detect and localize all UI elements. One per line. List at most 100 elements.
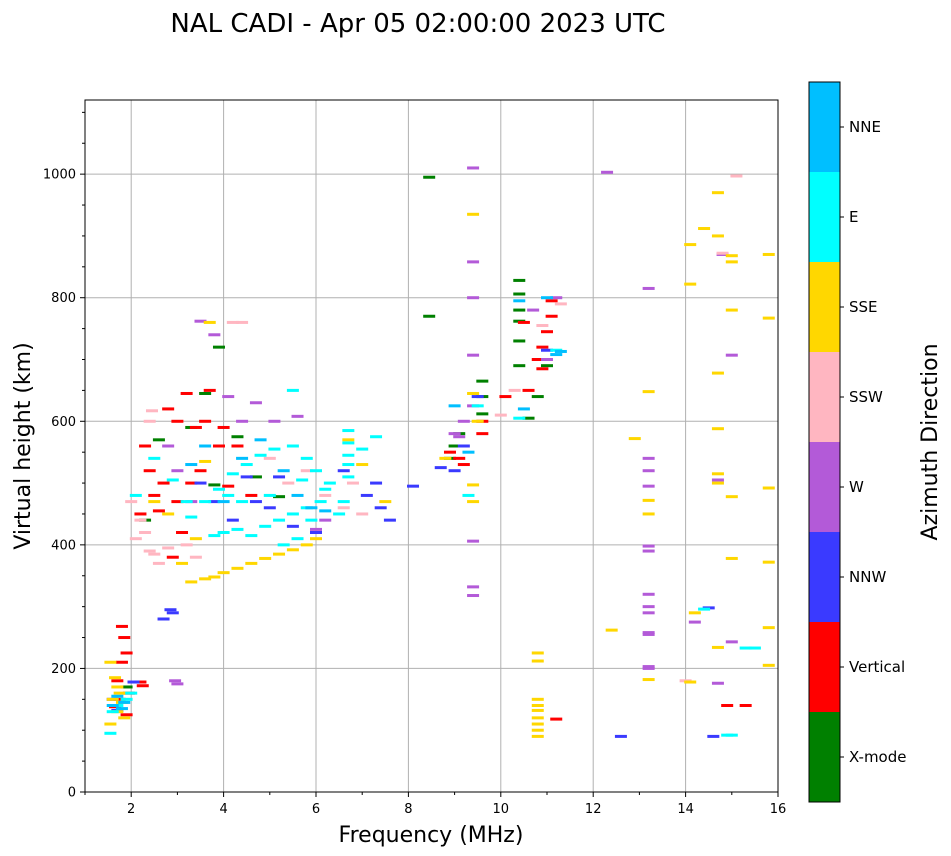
data-point-vertical: [166, 555, 179, 559]
data-point-e: [286, 444, 299, 448]
data-point-w: [642, 544, 655, 548]
data-point-e: [300, 456, 313, 460]
data-point-nne: [111, 694, 124, 698]
data-point-w: [310, 527, 322, 531]
data-point-w: [194, 319, 207, 323]
data-point-w: [642, 286, 655, 290]
data-point-ssw: [139, 531, 152, 534]
grid-lines: [85, 100, 779, 793]
data-point-sse: [111, 685, 124, 689]
data-point-nne: [217, 500, 230, 504]
x-tick-label: 2: [127, 802, 135, 817]
x-tick-label: 8: [404, 802, 412, 817]
colorbar-label: NNE: [849, 118, 881, 136]
colorbar-frame: [808, 81, 841, 803]
data-point-e: [208, 534, 221, 538]
data-point-vertical: [180, 391, 193, 395]
data-point-x-mode: [212, 345, 225, 349]
data-point-e: [333, 512, 346, 516]
data-point-sse: [106, 697, 119, 701]
data-point-e: [259, 524, 272, 528]
data-point-nnw: [370, 481, 383, 485]
colorbar-label: SSE: [849, 298, 878, 316]
data-point-sse: [208, 575, 221, 579]
data-point-vertical: [136, 684, 149, 688]
data-point-w: [688, 620, 701, 624]
colorbar-segment: [809, 532, 840, 622]
colorbar-label: NNW: [849, 568, 886, 586]
x-tick-label: 16: [770, 802, 787, 817]
data-point-x-mode: [541, 364, 553, 368]
data-point-w: [268, 419, 281, 423]
y-tick-label: 600: [51, 415, 76, 430]
colorbar-segment: [809, 262, 840, 352]
data-point-sse: [231, 566, 244, 570]
data-point-nnw: [127, 680, 140, 684]
data-point-sse: [762, 486, 775, 490]
data-point-sse: [711, 427, 724, 431]
data-point-sse: [531, 651, 544, 655]
data-point-w: [162, 444, 175, 448]
data-point-vertical: [499, 395, 512, 399]
data-point-sse: [642, 512, 655, 516]
data-point-sse: [762, 252, 775, 256]
data-point-e: [305, 518, 318, 522]
data-point-nne: [236, 456, 249, 460]
data-point-sse: [300, 543, 313, 547]
data-point-sse: [711, 191, 724, 195]
data-point-e: [286, 512, 299, 516]
data-point-vertical: [476, 432, 489, 436]
data-point-nnw: [166, 611, 179, 615]
data-point-sse: [698, 227, 711, 231]
data-point-sse: [725, 254, 738, 258]
data-point-w: [642, 605, 655, 609]
data-point-sse: [379, 500, 392, 504]
data-point-sse: [259, 556, 272, 560]
data-point-vertical: [217, 425, 230, 429]
data-point-e: [342, 475, 355, 479]
data-point-sse: [762, 663, 775, 667]
data-point-sse: [642, 498, 655, 502]
data-point-w: [467, 594, 480, 598]
data-point-w: [448, 432, 461, 436]
data-point-vertical: [531, 358, 544, 361]
data-point-vertical: [550, 717, 563, 721]
data-point-sse: [711, 645, 724, 649]
data-point-sse: [203, 320, 216, 324]
data-point-e: [254, 453, 267, 457]
data-point-w: [550, 296, 563, 300]
data-point-nne: [277, 469, 290, 473]
data-point-vertical: [545, 299, 558, 303]
data-point-e: [106, 710, 119, 714]
data-point-nnw: [337, 469, 350, 473]
x-tick-label: 12: [585, 802, 602, 817]
data-point-nne: [554, 349, 567, 353]
data-point-w: [711, 478, 724, 482]
data-point-e: [199, 500, 212, 504]
data-point-ssw: [236, 320, 249, 324]
data-point-e: [342, 441, 355, 445]
data-point-sse: [605, 628, 618, 632]
data-point-nne: [115, 707, 128, 711]
data-point-nnw: [164, 608, 177, 612]
colorbar-label: Vertical: [849, 658, 905, 676]
data-point-sse: [176, 561, 189, 565]
data-point-vertical: [203, 388, 216, 392]
data-point-x-mode: [152, 438, 165, 442]
data-point-sse: [762, 316, 775, 320]
data-point-e: [337, 500, 350, 504]
data-point-nnw: [374, 506, 387, 510]
x-tick-label: 10: [493, 802, 510, 817]
data-point-w: [453, 435, 466, 439]
data-point-ssw: [134, 518, 147, 522]
data-point-nne: [448, 404, 461, 408]
data-point-vertical: [176, 531, 189, 534]
data-point-e: [462, 493, 475, 497]
data-point-w: [208, 333, 221, 337]
data-point-e: [277, 543, 290, 547]
data-point-sse: [531, 659, 544, 663]
colorbar-segment: [809, 622, 840, 712]
data-point-vertical: [134, 512, 147, 516]
data-point-nnw: [226, 518, 239, 522]
